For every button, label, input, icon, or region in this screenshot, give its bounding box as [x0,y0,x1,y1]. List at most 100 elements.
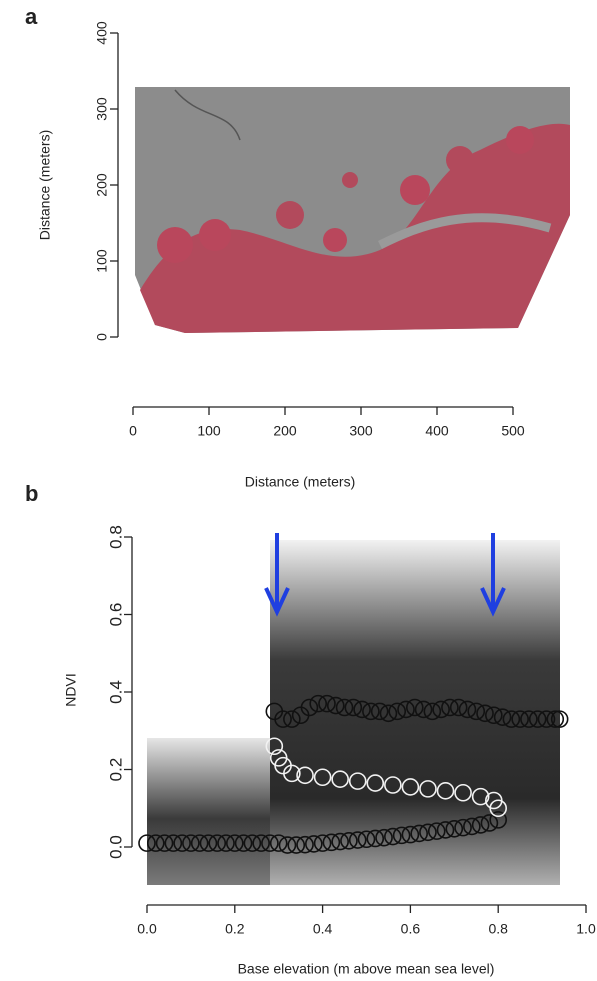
x-tick-label: 0.2 [225,921,245,937]
data-point [384,827,402,846]
data-point [353,700,371,719]
data-point [217,834,235,852]
data-point [476,704,494,723]
y-tick-label: 400 [94,21,110,45]
x-tick-label: 0.6 [401,921,421,937]
data-point [520,710,538,728]
data-point [502,710,521,728]
data-point [340,831,358,850]
data-point [463,817,481,836]
data-point [318,694,336,713]
data-point [164,834,183,852]
data-point [252,834,270,852]
y-tick-label: 300 [94,97,110,121]
data-point [467,702,486,721]
data-point [269,834,288,852]
data-point [331,770,349,788]
data-point [405,698,424,717]
data-point [362,702,380,721]
data-point [313,768,332,787]
data-point [410,824,428,843]
data-point [278,836,297,854]
data-point [283,710,301,728]
data-point [489,799,508,818]
aerial-photo [135,87,570,333]
data-point [419,780,437,798]
data-point [550,710,569,728]
data-point [454,783,472,802]
x-axis-title: Distance (meters) [245,474,355,490]
data-point [305,835,323,853]
data-point [401,825,420,844]
data-point [344,698,363,717]
x-tick-label: 0.0 [137,921,157,937]
y-tick-label: 0.4 [106,680,125,704]
x-tick-label: 500 [501,423,525,439]
data-point [471,816,490,834]
x-tick-label: 200 [273,423,297,439]
data-point [432,700,450,719]
data-point [348,772,367,790]
y-tick-label: 0.6 [106,603,125,627]
y-axis-title: NDVI [63,673,79,706]
data-point [445,819,464,838]
data-point [243,834,262,852]
data-point [454,818,472,837]
data-point [348,831,367,849]
data-point [471,787,490,806]
x-tick-label: 1.0 [576,921,596,937]
panel-label: a [25,4,38,29]
data-point [414,700,433,719]
data-point [357,830,376,849]
data-point [485,706,503,725]
data-point [436,821,455,839]
data-point [537,710,556,728]
x-tick-label: 400 [425,423,449,439]
data-point [480,814,499,832]
x-tick-label: 0.4 [313,921,333,937]
data-point [419,823,437,842]
panel-label: b [25,481,38,506]
data-point [388,702,407,721]
data-point [313,834,332,852]
y-tick-label: 0.0 [106,835,125,859]
data-point [375,828,393,847]
y-tick-label: 0.2 [106,758,125,782]
data-point [423,702,442,721]
data-point [331,832,349,851]
data-point [322,833,341,852]
data-point [427,822,446,840]
data-point [146,834,165,852]
data-point [309,694,328,713]
data-point [138,834,156,852]
x-tick-label: 100 [197,423,221,439]
data-point [511,710,529,728]
y-tick-label: 200 [94,173,110,197]
data-point [401,778,420,796]
data-point [296,766,314,785]
data-point [208,834,227,852]
data-point [528,710,547,728]
data-point [441,698,459,717]
data-point [274,710,292,728]
data-point [379,704,398,723]
x-tick-label: 0.8 [488,921,508,937]
data-point [234,834,253,852]
y-tick-label: 0 [94,333,110,341]
data-point [366,829,385,848]
data-point [226,834,244,852]
y-tick-label: 0.8 [106,525,125,549]
data-point [392,826,411,845]
data-point [283,764,301,783]
data-point [326,696,345,715]
data-point [449,698,468,717]
y-axis-title: Distance (meters) [37,130,53,240]
data-point [335,698,354,717]
data-point [366,774,385,792]
arrows [264,533,506,617]
data-point [190,834,209,852]
data-point [300,698,319,717]
data-point [436,782,455,800]
data-point [397,700,415,719]
